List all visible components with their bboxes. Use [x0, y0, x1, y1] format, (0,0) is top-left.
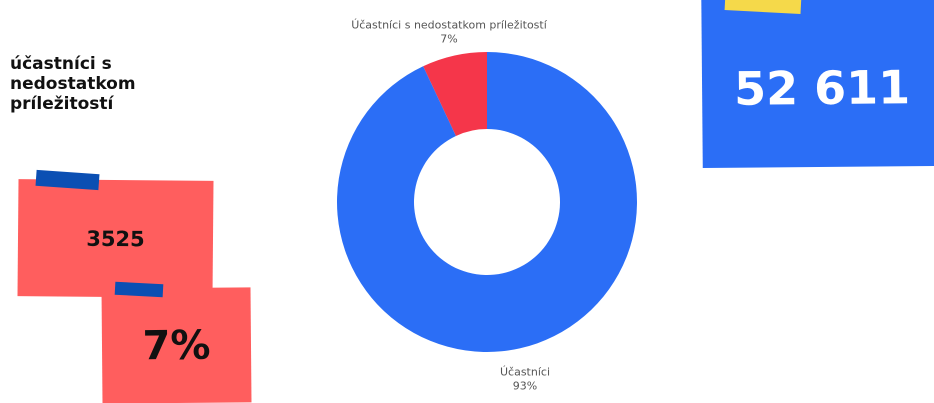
slice-label: Účastníci: [500, 366, 550, 379]
slice-value: 93%: [513, 380, 537, 393]
donut-slice: [337, 52, 638, 352]
slice-value: 7%: [440, 32, 457, 45]
heading: účastníci s nedostatkom príležitostí: [10, 54, 136, 114]
donut-slice: [423, 52, 487, 136]
slice-label: Účastníci s nedostatkom príležitostí: [351, 18, 548, 31]
